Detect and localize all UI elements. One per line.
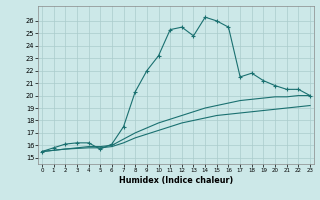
X-axis label: Humidex (Indice chaleur): Humidex (Indice chaleur) <box>119 176 233 185</box>
